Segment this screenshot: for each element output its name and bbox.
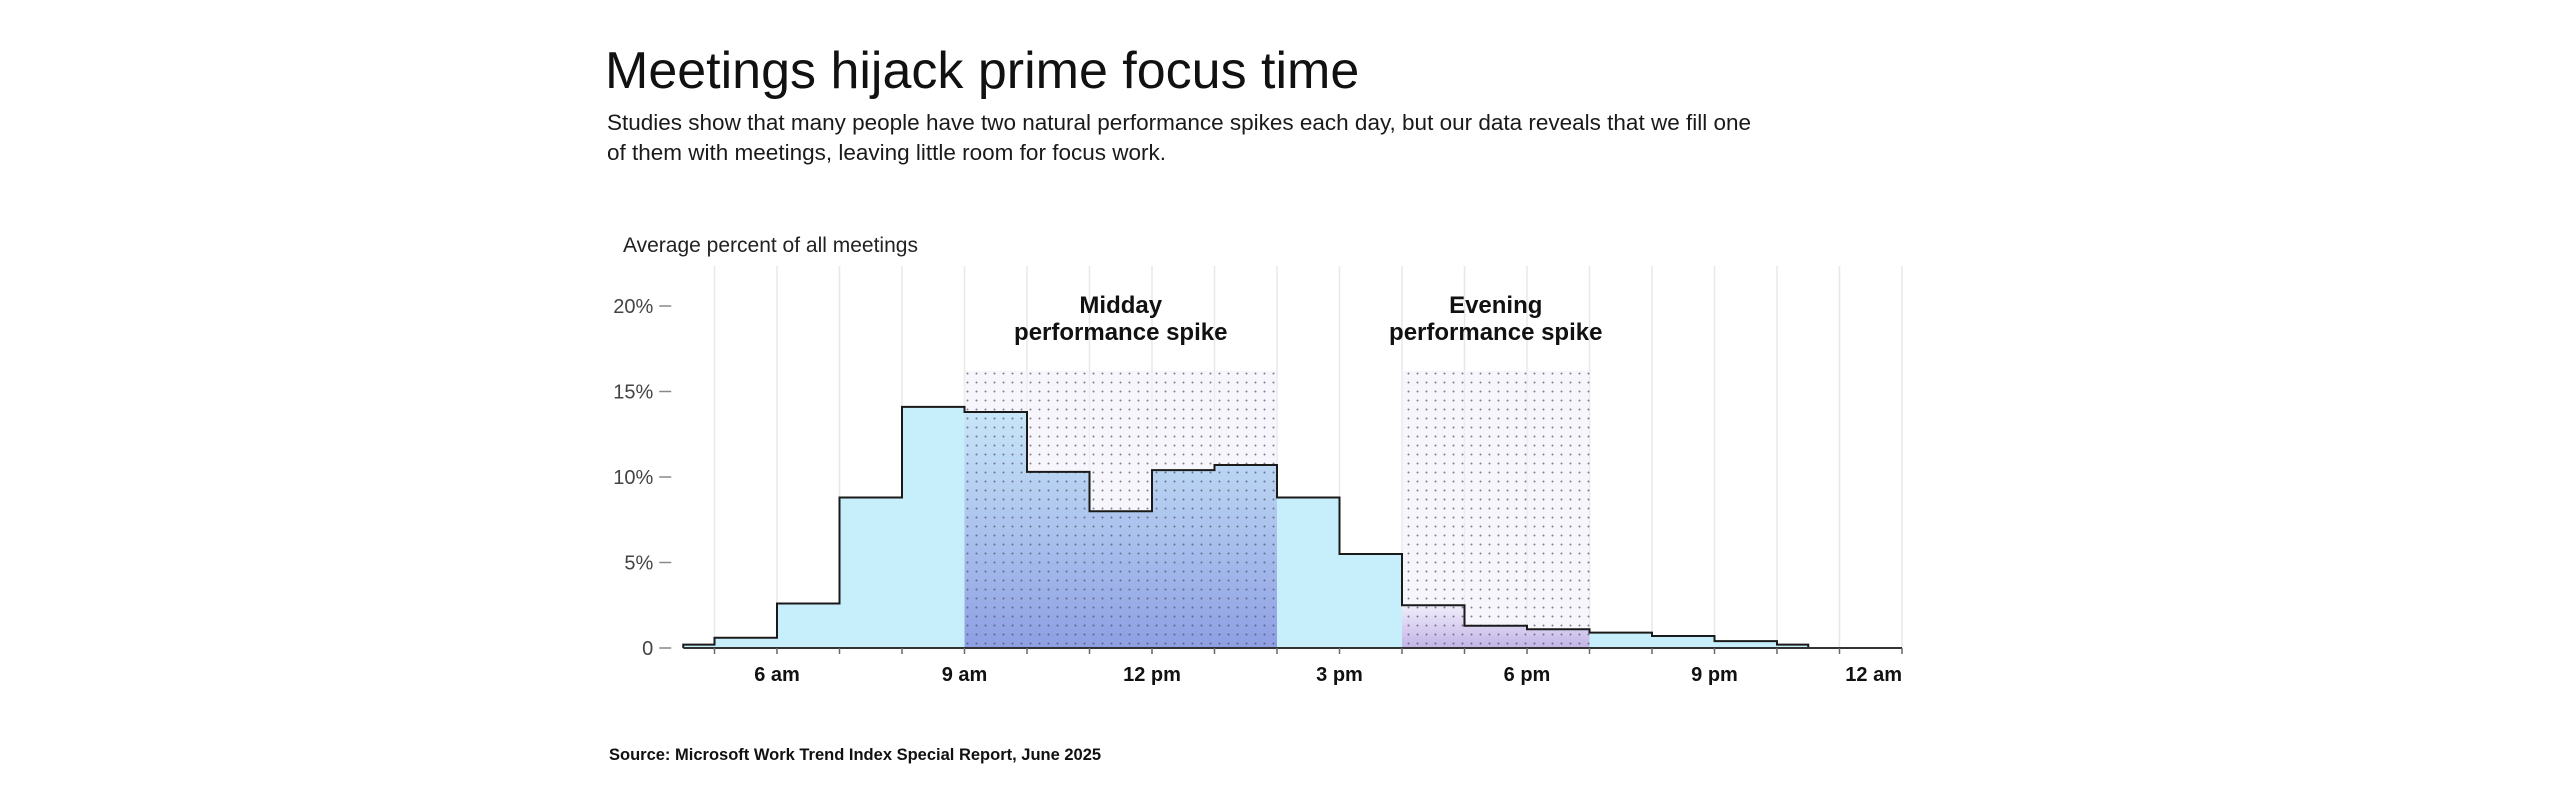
bar-4 <box>902 406 965 648</box>
x-tick-label-5: 9 pm <box>1691 664 1738 686</box>
spike-label-1-line-1: performance spike <box>1389 319 1602 346</box>
axes: 6 am 9 am 12 pm 3 pm 6 pm 9 pm 12 am 0 5% 10% 15% 2… <box>613 296 1903 686</box>
x-tick-label-6: 12 am <box>1845 664 1902 686</box>
x-tick-label-2: 12 pm <box>1123 664 1181 686</box>
y-axis-label: Average percent of all meetings <box>623 234 918 257</box>
bar-2 <box>777 603 840 648</box>
chart-title: Meetings hijack prime focus time <box>605 42 1359 100</box>
bar-10 <box>1277 497 1340 648</box>
x-tick-label-4: 6 pm <box>1504 664 1551 686</box>
spike-label-0-line-1: performance spike <box>1014 319 1227 346</box>
bar-3 <box>839 497 902 648</box>
spike-dots-0 <box>964 370 1277 648</box>
bar-1 <box>714 637 777 648</box>
spike-label-0-line-0: Midday <box>1079 292 1162 319</box>
chart-subtitle-line-1: Studies show that many people have two n… <box>607 110 1751 135</box>
x-tick-label-0: 6 am <box>754 664 800 686</box>
y-tick-label-4: 20% <box>613 296 653 318</box>
y-tick-label-3: 15% <box>613 382 653 404</box>
x-tick-label-1: 9 am <box>942 664 988 686</box>
chart-subtitle-line-2: of them with meetings, leaving little ro… <box>607 140 1166 165</box>
y-tick-label-1: 5% <box>624 553 653 575</box>
bar-0 <box>683 644 715 648</box>
bar-18 <box>1777 644 1809 648</box>
x-tick-label-3: 3 pm <box>1316 664 1363 686</box>
histogram-outline <box>682 405 1810 648</box>
bar-11 <box>1339 553 1402 648</box>
bar-15 <box>1589 632 1652 648</box>
spike-dots-1 <box>1402 370 1590 648</box>
bar-16 <box>1652 636 1715 648</box>
y-tick-label-0: 0 <box>642 638 653 660</box>
histogram-bars <box>683 406 1809 648</box>
bar-17 <box>1714 641 1777 648</box>
y-tick-label-2: 10% <box>613 467 653 489</box>
source-note: Source: Microsoft Work Trend Index Speci… <box>609 746 1101 764</box>
spike-label-1-line-0: Evening <box>1449 292 1542 319</box>
